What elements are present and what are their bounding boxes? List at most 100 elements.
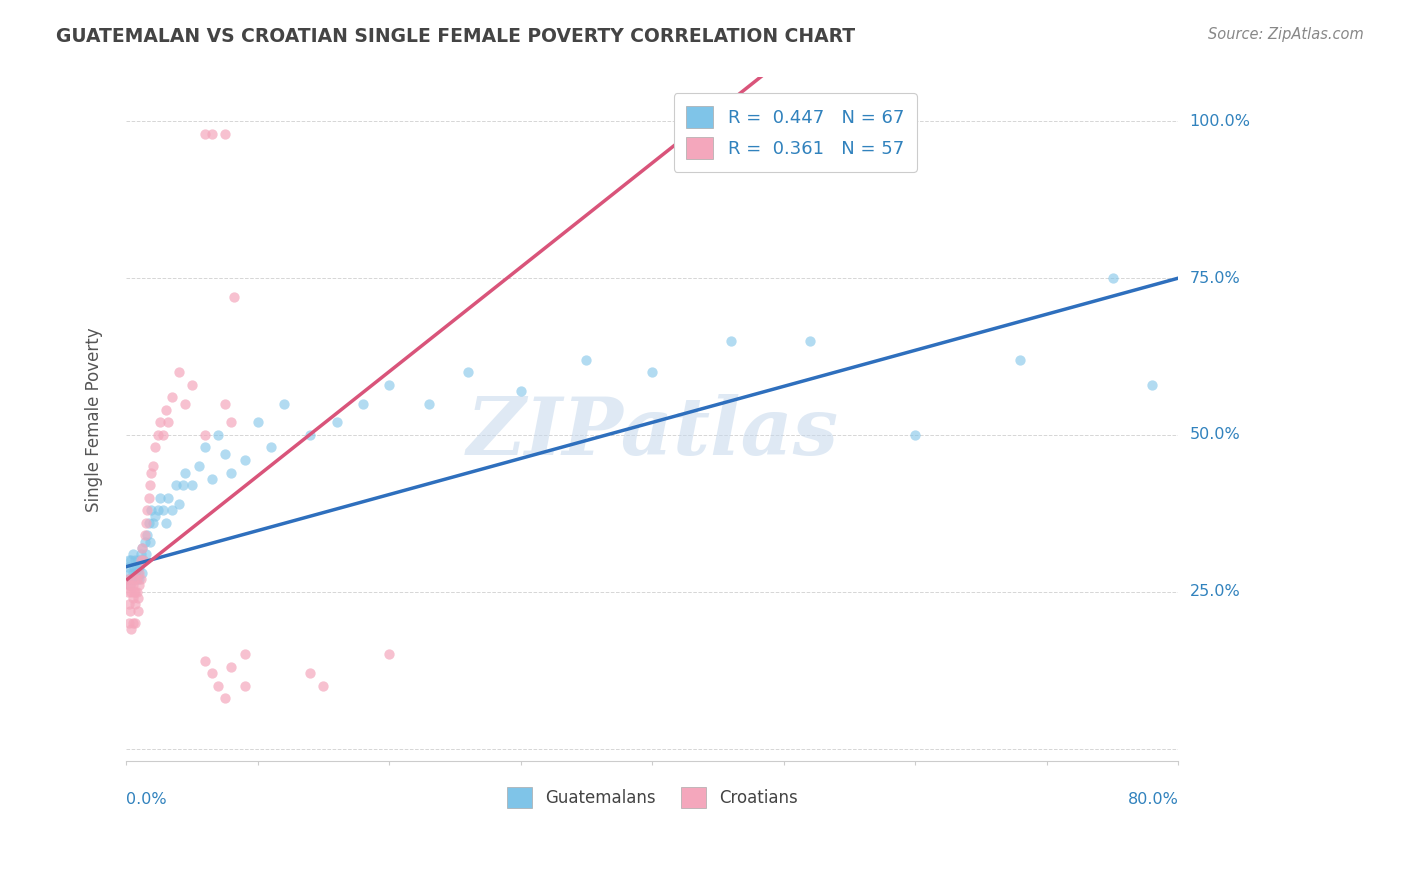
Point [131, 541, 153, 555]
Point [118, 616, 141, 631]
Point [125, 559, 148, 574]
Text: 75.0%: 75.0% [1189, 270, 1240, 285]
Point [214, 127, 236, 141]
Point [128, 578, 150, 592]
Point [129, 553, 152, 567]
Y-axis label: Single Female Poverty: Single Female Poverty [86, 327, 103, 512]
Point [194, 127, 217, 141]
Point [121, 578, 143, 592]
Point [124, 616, 146, 631]
Point [165, 478, 187, 492]
Point [120, 566, 142, 580]
Point [136, 503, 159, 517]
Point [125, 572, 148, 586]
Point [157, 491, 180, 505]
Point [117, 559, 139, 574]
Point [181, 478, 204, 492]
Point [214, 396, 236, 410]
Point [299, 666, 322, 681]
Point [125, 572, 148, 586]
Point [221, 660, 243, 674]
Point [146, 428, 169, 442]
Point [124, 584, 146, 599]
Point [132, 553, 155, 567]
Point [352, 396, 374, 410]
Point [201, 127, 224, 141]
Point [207, 428, 229, 442]
Point [207, 679, 229, 693]
Point [139, 534, 162, 549]
Point [141, 503, 163, 517]
Point [124, 553, 146, 567]
Point [131, 566, 153, 580]
Point [122, 572, 145, 586]
Point [135, 516, 157, 530]
Point [134, 528, 156, 542]
Point [118, 553, 141, 567]
Point [378, 377, 401, 392]
Point [146, 503, 169, 517]
Point [141, 466, 163, 480]
Point [127, 566, 149, 580]
Point [509, 384, 531, 398]
Point [162, 503, 184, 517]
Point [124, 597, 146, 611]
Point [143, 441, 166, 455]
Point [152, 428, 174, 442]
Point [122, 572, 145, 586]
Point [149, 491, 172, 505]
Legend: Guatemalans, Croatians: Guatemalans, Croatians [501, 780, 804, 814]
Point [157, 416, 180, 430]
Text: 100.0%: 100.0% [1189, 114, 1250, 128]
Point [121, 623, 143, 637]
Point [121, 566, 143, 580]
Point [135, 547, 157, 561]
Point [167, 497, 190, 511]
Point [162, 390, 184, 404]
Point [134, 534, 156, 549]
Text: 25.0%: 25.0% [1189, 584, 1240, 599]
Point [233, 648, 256, 662]
Point [575, 352, 598, 367]
Point [325, 416, 347, 430]
Point [129, 547, 152, 561]
Point [121, 584, 143, 599]
Text: GUATEMALAN VS CROATIAN SINGLE FEMALE POVERTY CORRELATION CHART: GUATEMALAN VS CROATIAN SINGLE FEMALE POV… [56, 27, 855, 45]
Point [121, 591, 143, 605]
Point [799, 334, 821, 348]
Point [167, 365, 190, 379]
Point [128, 566, 150, 580]
Point [132, 553, 155, 567]
Point [149, 416, 172, 430]
Point [155, 402, 177, 417]
Point [127, 603, 149, 617]
Point [124, 566, 146, 580]
Point [1101, 271, 1123, 285]
Point [117, 584, 139, 599]
Point [129, 572, 152, 586]
Point [201, 472, 224, 486]
Point [457, 365, 479, 379]
Text: 80.0%: 80.0% [1128, 791, 1178, 806]
Point [214, 691, 236, 706]
Text: Source: ZipAtlas.com: Source: ZipAtlas.com [1208, 27, 1364, 42]
Point [233, 679, 256, 693]
Point [127, 591, 149, 605]
Point [138, 491, 160, 505]
Point [233, 453, 256, 467]
Point [152, 503, 174, 517]
Text: ZIPatlas: ZIPatlas [467, 394, 838, 472]
Point [128, 559, 150, 574]
Point [222, 290, 245, 304]
Point [174, 396, 197, 410]
Point [155, 516, 177, 530]
Point [260, 441, 283, 455]
Point [201, 666, 224, 681]
Point [194, 441, 217, 455]
Point [141, 516, 163, 530]
Point [904, 428, 927, 442]
Point [139, 478, 162, 492]
Point [138, 516, 160, 530]
Text: 0.0%: 0.0% [127, 791, 167, 806]
Point [120, 578, 142, 592]
